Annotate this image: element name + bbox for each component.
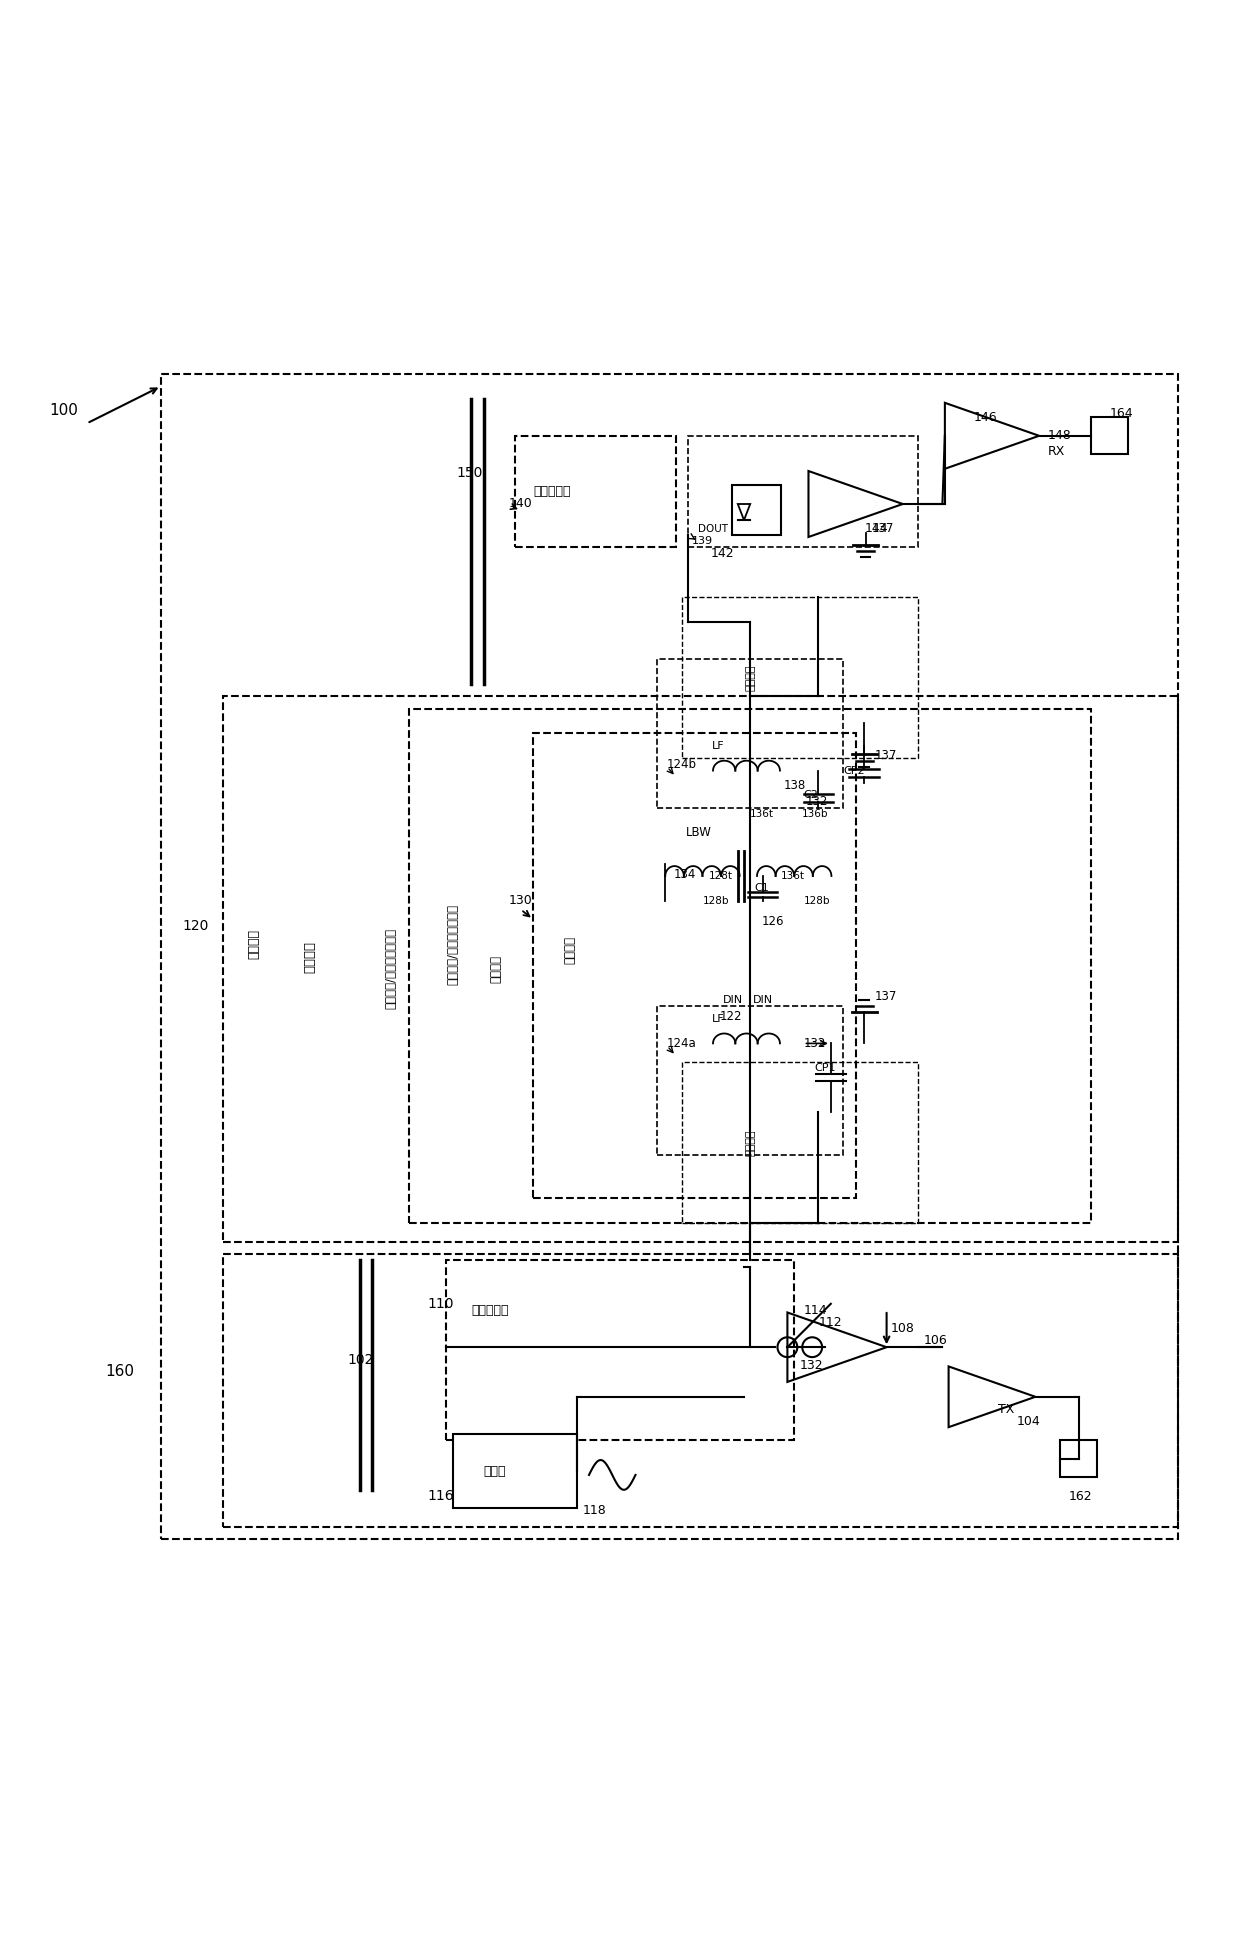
Bar <box>533 733 856 1198</box>
Text: 隔离电路/多阶滤波器网络: 隔离电路/多阶滤波器网络 <box>446 903 459 985</box>
Text: 振荡器: 振荡器 <box>484 1465 506 1477</box>
Text: 116: 116 <box>428 1488 454 1504</box>
Text: 130: 130 <box>508 893 532 907</box>
Text: LF: LF <box>712 740 724 750</box>
Bar <box>682 597 918 758</box>
Text: 124a: 124a <box>667 1037 697 1050</box>
Text: 139: 139 <box>692 537 713 547</box>
Text: 功率放大器: 功率放大器 <box>471 1304 508 1316</box>
Text: 110: 110 <box>428 1297 454 1310</box>
Text: 120: 120 <box>182 919 208 932</box>
Text: 隔离电路/多阶滤波器网络: 隔离电路/多阶滤波器网络 <box>384 928 397 1010</box>
Text: DOUT: DOUT <box>698 523 728 533</box>
Text: DIN: DIN <box>753 994 773 1006</box>
Bar <box>1091 417 1128 453</box>
Bar <box>409 709 1091 1223</box>
Bar <box>161 374 1178 1539</box>
Text: CP1: CP1 <box>815 1064 836 1074</box>
Text: C1: C1 <box>754 884 769 893</box>
Text: 124b: 124b <box>667 758 697 771</box>
Text: 140: 140 <box>508 498 532 510</box>
Text: 电流隔离: 电流隔离 <box>564 936 577 965</box>
Text: 148: 148 <box>1048 430 1071 442</box>
Text: 160: 160 <box>105 1364 134 1380</box>
Text: 134: 134 <box>673 868 696 882</box>
Text: 112: 112 <box>818 1316 842 1329</box>
Text: C2: C2 <box>804 791 818 800</box>
Bar <box>1060 1440 1097 1477</box>
Bar <box>223 696 1178 1242</box>
Bar <box>682 1062 918 1223</box>
Text: 150: 150 <box>456 465 482 481</box>
Text: 104: 104 <box>1017 1415 1040 1428</box>
Text: 128b: 128b <box>703 895 729 905</box>
Text: 128b: 128b <box>804 895 830 905</box>
Text: 162: 162 <box>1069 1490 1092 1502</box>
Text: 隔离模块: 隔离模块 <box>248 928 260 959</box>
Bar <box>732 484 781 535</box>
Bar <box>688 436 918 547</box>
Text: LBW: LBW <box>686 826 712 839</box>
Bar <box>453 1434 577 1508</box>
Text: 142: 142 <box>711 547 734 560</box>
Bar <box>657 1006 843 1155</box>
Text: DIN: DIN <box>723 994 743 1006</box>
Text: 132: 132 <box>800 1359 823 1372</box>
Text: 132: 132 <box>806 795 828 808</box>
Text: 102: 102 <box>347 1353 373 1366</box>
Bar <box>223 1254 1178 1527</box>
Text: CP2: CP2 <box>843 766 864 775</box>
Text: 电流隔离: 电流隔离 <box>490 955 502 983</box>
Text: 谐振回路: 谐振回路 <box>745 665 755 690</box>
Text: TX: TX <box>998 1403 1014 1415</box>
Text: 137: 137 <box>872 523 894 535</box>
Text: 144: 144 <box>864 523 888 535</box>
Text: 108: 108 <box>890 1322 914 1335</box>
Text: 132: 132 <box>804 1037 826 1050</box>
Text: 137: 137 <box>874 990 897 1002</box>
Text: 包络检测器: 包络检测器 <box>533 484 570 498</box>
Text: 164: 164 <box>1110 407 1133 421</box>
Polygon shape <box>738 504 750 519</box>
Text: 122: 122 <box>719 1010 742 1023</box>
Text: 136t: 136t <box>750 808 774 820</box>
Bar <box>657 659 843 808</box>
Text: 126: 126 <box>761 915 784 928</box>
Text: RX: RX <box>1048 446 1065 459</box>
Text: 100: 100 <box>50 403 78 419</box>
Text: 106: 106 <box>924 1335 947 1347</box>
Text: 114: 114 <box>804 1304 827 1316</box>
Text: 128t: 128t <box>709 870 733 882</box>
Text: 136t: 136t <box>781 870 805 882</box>
Bar <box>446 1260 794 1440</box>
Bar <box>515 436 676 547</box>
Text: 136b: 136b <box>802 808 828 820</box>
Text: 146: 146 <box>973 411 997 424</box>
Text: 118: 118 <box>583 1504 606 1517</box>
Text: 隔离模块: 隔离模块 <box>304 940 316 973</box>
Text: 138: 138 <box>784 779 806 793</box>
Text: 谐振回路: 谐振回路 <box>745 1130 755 1155</box>
Text: 137: 137 <box>874 750 897 762</box>
Text: LF: LF <box>712 1014 724 1023</box>
